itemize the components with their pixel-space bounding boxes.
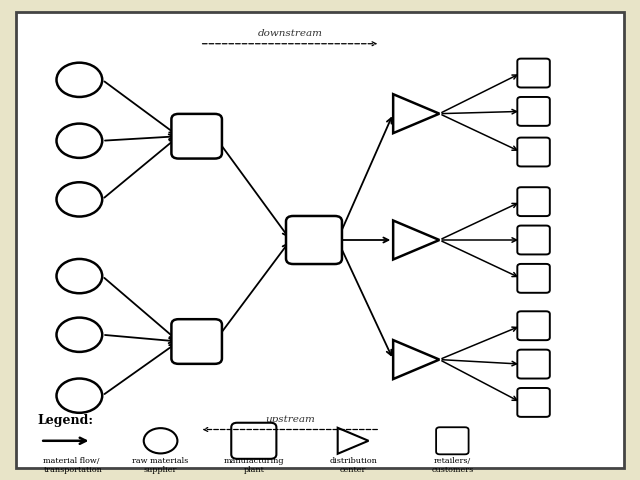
FancyBboxPatch shape xyxy=(517,97,550,126)
FancyBboxPatch shape xyxy=(517,312,550,340)
Text: distribution
center: distribution center xyxy=(329,456,377,474)
FancyBboxPatch shape xyxy=(517,59,550,87)
Text: retailers/
customers: retailers/ customers xyxy=(431,456,474,474)
Text: manufacturing
plant: manufacturing plant xyxy=(223,456,284,474)
Text: material flow/
transportation: material flow/ transportation xyxy=(44,456,102,474)
Text: Legend:: Legend: xyxy=(37,414,93,427)
FancyBboxPatch shape xyxy=(517,226,550,254)
Text: downstream: downstream xyxy=(257,29,323,38)
FancyBboxPatch shape xyxy=(286,216,342,264)
FancyBboxPatch shape xyxy=(231,423,276,459)
FancyBboxPatch shape xyxy=(172,319,222,364)
FancyBboxPatch shape xyxy=(172,114,222,158)
FancyBboxPatch shape xyxy=(517,138,550,167)
FancyBboxPatch shape xyxy=(517,264,550,293)
FancyBboxPatch shape xyxy=(436,427,468,454)
Text: upstream: upstream xyxy=(265,415,315,424)
FancyBboxPatch shape xyxy=(517,187,550,216)
FancyBboxPatch shape xyxy=(517,349,550,379)
FancyBboxPatch shape xyxy=(517,388,550,417)
Text: raw materials
supplier: raw materials supplier xyxy=(132,456,189,474)
